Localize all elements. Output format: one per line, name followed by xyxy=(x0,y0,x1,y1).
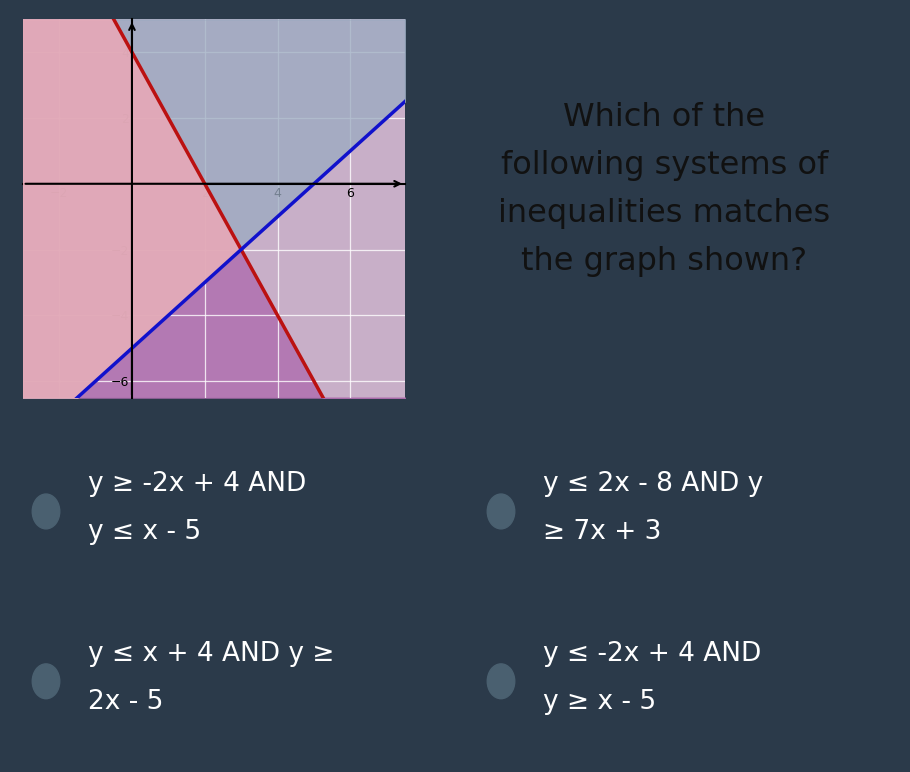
Text: y ≤ 2x - 8 AND y
≥ 7x + 3: y ≤ 2x - 8 AND y ≥ 7x + 3 xyxy=(543,471,763,545)
Ellipse shape xyxy=(32,664,60,699)
Ellipse shape xyxy=(32,494,60,529)
Text: y ≤ x + 4 AND y ≥
2x - 5: y ≤ x + 4 AND y ≥ 2x - 5 xyxy=(88,641,335,715)
Ellipse shape xyxy=(487,494,515,529)
Ellipse shape xyxy=(487,664,515,699)
Text: y ≥ -2x + 4 AND
y ≤ x - 5: y ≥ -2x + 4 AND y ≤ x - 5 xyxy=(88,471,307,545)
Text: Which of the
following systems of
inequalities matches
the graph shown?: Which of the following systems of inequa… xyxy=(498,102,831,276)
Text: y ≤ -2x + 4 AND
y ≥ x - 5: y ≤ -2x + 4 AND y ≥ x - 5 xyxy=(543,641,762,715)
